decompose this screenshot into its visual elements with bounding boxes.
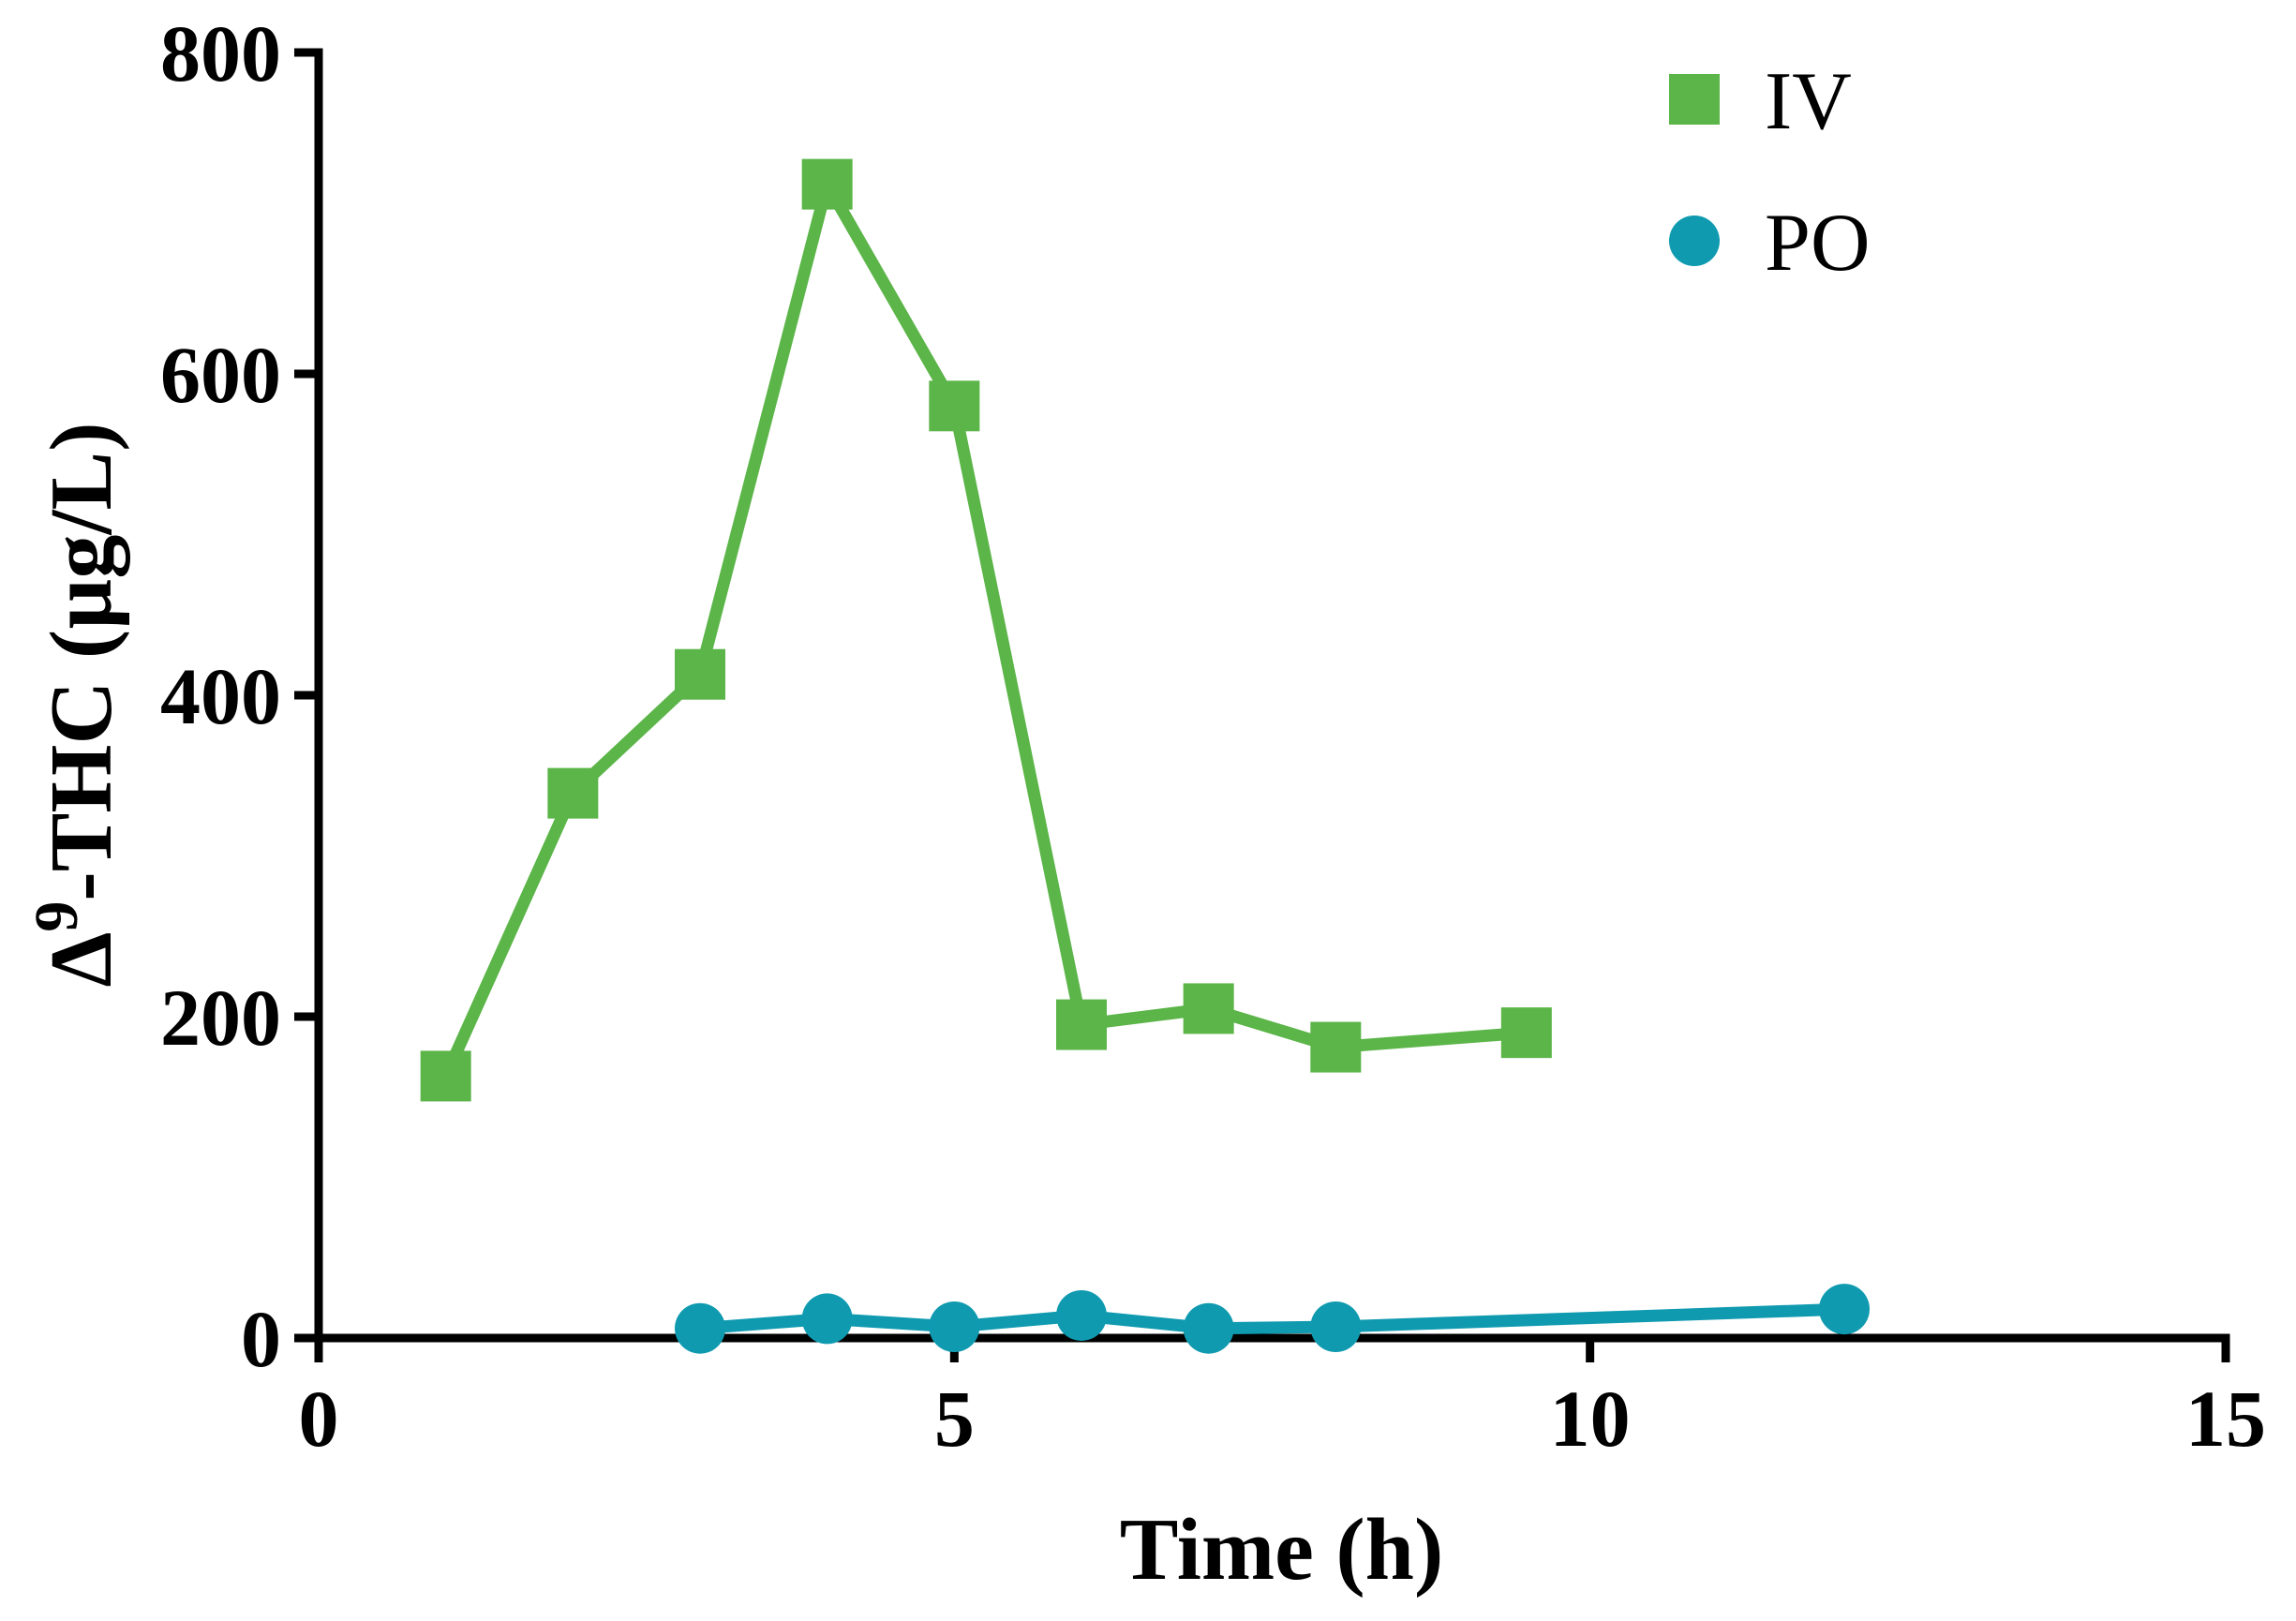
y-tick-label: 200 (160, 973, 281, 1063)
legend-po-label: PO (1765, 198, 1871, 289)
series-iv-point (1056, 999, 1107, 1050)
series-po-line (699, 1302, 1845, 1335)
legend-item-po: PO (1669, 198, 1871, 289)
series-po-point (1183, 1302, 1234, 1354)
y-tick-label: 400 (160, 651, 281, 741)
y-axis-title-prefix: Δ (33, 932, 130, 988)
x-tick-label: 5 (934, 1374, 975, 1464)
series-iv (420, 158, 1552, 1102)
x-tick-label: 10 (1550, 1374, 1631, 1464)
series-iv-point (1500, 1007, 1552, 1059)
series-po-point (1056, 1289, 1107, 1341)
series-iv-point (1310, 1021, 1362, 1073)
series-iv-point (801, 158, 853, 210)
series-po-point (675, 1302, 725, 1354)
series-iv-line (440, 168, 1528, 1079)
x-tick-label: 15 (2185, 1374, 2266, 1464)
y-axis-title-suffix: -THC (µg/L) (33, 422, 130, 900)
axes: 0 5 10 15 0 200 400 600 800 (160, 8, 2266, 1464)
series-po-point (801, 1293, 853, 1345)
y-tick-label: 0 (241, 1294, 281, 1384)
legend-iv-marker (1669, 74, 1720, 125)
series-po-point (929, 1301, 980, 1352)
y-tick-label: 600 (160, 330, 281, 420)
series-iv-point (929, 380, 980, 432)
legend: IV PO (1669, 56, 1871, 289)
series-iv-point (420, 1050, 471, 1102)
series-po-point (1819, 1284, 1870, 1335)
y-axis-title-superscript: 9 (22, 901, 91, 932)
legend-iv-label: IV (1765, 56, 1852, 147)
x-axis-title: Time (h) (1120, 1501, 1444, 1599)
legend-item-iv: IV (1669, 56, 1852, 147)
legend-po-marker (1669, 216, 1720, 266)
series-po-point (1310, 1301, 1362, 1352)
series-layer (420, 158, 1870, 1354)
y-tick-label: 800 (160, 8, 281, 98)
y-axis-title: Δ9-THC (µg/L) (22, 422, 131, 987)
series-iv-point (547, 767, 599, 819)
series-po (675, 1284, 1870, 1354)
series-iv-point (1183, 983, 1234, 1034)
x-tick-label: 0 (299, 1374, 339, 1464)
series-iv-point (675, 648, 725, 700)
